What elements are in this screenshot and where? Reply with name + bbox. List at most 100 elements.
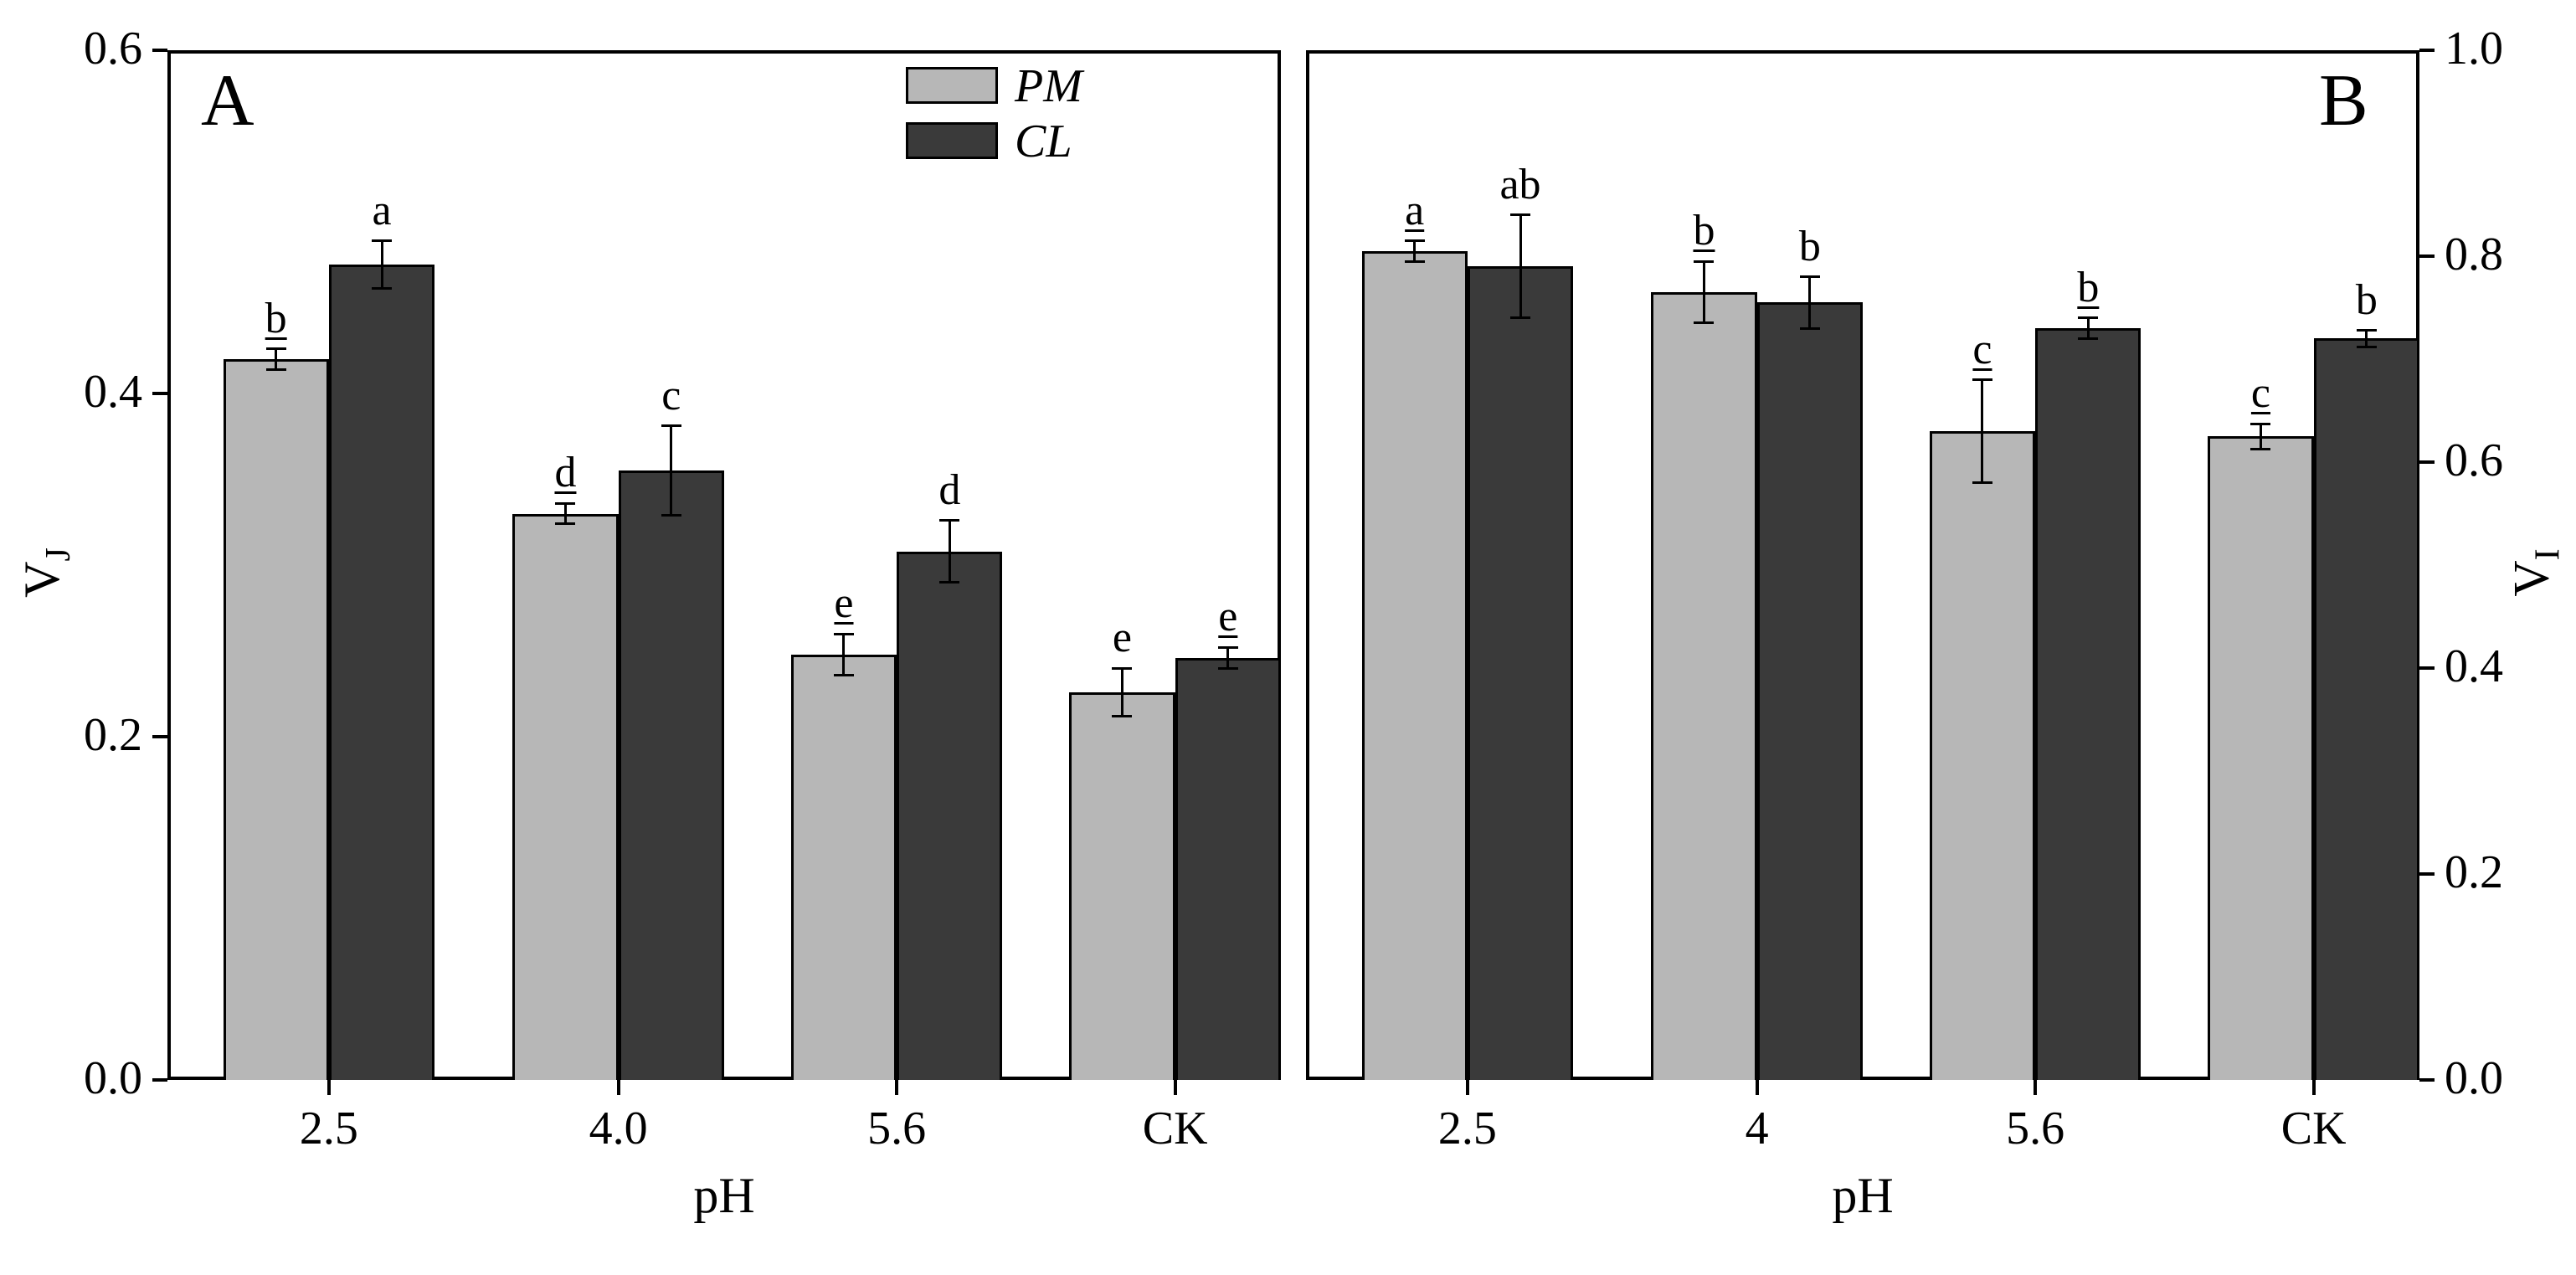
error-bar — [564, 503, 567, 524]
error-bar — [949, 521, 951, 583]
bar-sig-label: c — [1972, 325, 1992, 374]
error-cap — [2357, 329, 2377, 332]
bar-sig-label: c — [2251, 368, 2270, 418]
x-tick-label: 4.0 — [589, 1102, 648, 1155]
bar-PM — [791, 655, 897, 1080]
error-bar — [2365, 331, 2368, 347]
error-cap — [266, 347, 286, 350]
error-bar — [1226, 647, 1229, 668]
legend-swatch — [906, 67, 998, 104]
error-bar — [2260, 424, 2262, 449]
error-cap — [834, 674, 854, 676]
error-cap — [2078, 337, 2098, 340]
bar-CL — [1175, 658, 1281, 1080]
y-tick-label: 0.2 — [2445, 846, 2503, 899]
error-bar — [2087, 318, 2090, 339]
error-bar — [842, 634, 845, 675]
bar-sig-label: a — [1405, 186, 1424, 235]
y-tick-label: 0.8 — [2445, 228, 2503, 281]
bar-sig-label: b — [1693, 206, 1715, 255]
error-bar — [1121, 668, 1123, 716]
error-cap — [1112, 667, 1132, 670]
bar-CL — [1757, 302, 1863, 1080]
bar-PM — [512, 514, 618, 1081]
error-cap — [1510, 316, 1530, 319]
panel-A: 0.00.20.40.6VJ2.54.05.6CKpHbadcedeeA — [167, 50, 1281, 1080]
error-cap — [1405, 260, 1425, 263]
error-cap — [1800, 327, 1820, 330]
y-tick — [2419, 872, 2435, 876]
error-cap — [1694, 260, 1714, 263]
x-tick-label: CK — [1143, 1102, 1208, 1155]
bar-sig-label: b — [2356, 275, 2378, 325]
error-bar — [1981, 380, 1983, 483]
bar-sig-label: e — [834, 578, 853, 628]
bar-CL — [897, 552, 1002, 1080]
x-tick-label: 5.6 — [2006, 1102, 2064, 1155]
x-tick — [617, 1080, 620, 1095]
error-cap — [661, 514, 681, 517]
y-tick — [2419, 666, 2435, 670]
error-cap — [2357, 346, 2377, 348]
x-tick — [895, 1080, 898, 1095]
bar-CL — [1468, 266, 1573, 1080]
y-tick-label: 0.4 — [2445, 640, 2503, 693]
error-cap — [2078, 316, 2098, 319]
x-tick — [327, 1080, 331, 1095]
y-tick-label: 0.0 — [2445, 1051, 2503, 1105]
y-tick-label: 0.0 — [84, 1051, 142, 1105]
error-cap — [1510, 213, 1530, 216]
error-cap — [661, 424, 681, 427]
bar-sig-label: c — [661, 371, 681, 420]
error-bar — [1413, 241, 1416, 262]
error-cap — [1972, 378, 1992, 381]
error-bar — [381, 241, 383, 289]
error-cap — [2250, 448, 2270, 450]
bar-CL — [2314, 338, 2419, 1080]
x-tick — [1174, 1080, 1177, 1095]
y-tick-label: 0.6 — [2445, 434, 2503, 487]
bar-PM — [1930, 431, 2035, 1080]
bar-PM — [1362, 251, 1468, 1080]
legend-label: PM — [1015, 59, 1082, 113]
legend-label: CL — [1015, 115, 1072, 168]
error-bar — [1703, 261, 1705, 323]
error-bar — [275, 349, 277, 370]
bar-sig-label: d — [938, 465, 960, 515]
error-cap — [1800, 275, 1820, 278]
bar-sig-label: a — [372, 186, 391, 235]
error-cap — [1112, 715, 1132, 717]
y-tick-label: 1.0 — [2445, 22, 2503, 75]
bar-sig-label: e — [1113, 613, 1132, 662]
error-cap — [834, 633, 854, 635]
error-cap — [266, 368, 286, 371]
panel-B: 0.00.20.40.60.81.0VI2.545.6CKpHaabbbcbcb… — [1306, 50, 2419, 1080]
bar-CL — [2035, 328, 2141, 1080]
error-cap — [1218, 646, 1238, 649]
error-cap — [1218, 667, 1238, 670]
y-axis-label: VI — [2503, 548, 2568, 596]
x-tick — [2312, 1080, 2316, 1095]
error-cap — [939, 581, 959, 584]
bar-CL — [619, 470, 724, 1080]
x-axis-label: pH — [693, 1167, 754, 1225]
y-tick — [2419, 1078, 2435, 1082]
x-tick-label: 2.5 — [300, 1102, 358, 1155]
error-cap — [939, 519, 959, 522]
x-tick-label: 5.6 — [867, 1102, 926, 1155]
x-tick-label: 4 — [1746, 1102, 1769, 1155]
y-tick-label: 0.2 — [84, 708, 142, 762]
bar-PM — [224, 359, 329, 1080]
y-axis-label: VJ — [13, 548, 79, 598]
y-tick — [2419, 49, 2435, 52]
legend-swatch — [906, 122, 998, 159]
x-tick — [1756, 1080, 1759, 1095]
error-cap — [2250, 423, 2270, 425]
error-bar — [1808, 277, 1811, 329]
error-cap — [1694, 321, 1714, 324]
bar-sig-label: e — [1218, 592, 1237, 641]
bar-sig-label: b — [1799, 222, 1821, 271]
error-cap — [555, 522, 575, 525]
y-tick — [2419, 254, 2435, 258]
y-tick — [152, 392, 167, 395]
